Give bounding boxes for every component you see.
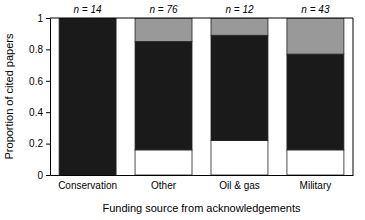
bar-segment — [59, 18, 116, 175]
axis-line — [46, 19, 51, 176]
tick-mark — [46, 18, 50, 19]
tick-mark — [46, 49, 50, 50]
tick: 0 — [37, 170, 50, 181]
tick-label: 1 — [37, 13, 43, 24]
bar-segment — [211, 18, 268, 35]
annotation: n = 14 — [74, 4, 103, 15]
tick-mark — [46, 81, 50, 82]
tick-label: Other — [151, 180, 177, 191]
tick-label: Military — [300, 180, 332, 191]
tick: Oil & gas — [219, 180, 260, 191]
tick-label: 0 — [37, 170, 43, 181]
tick-mark — [46, 112, 50, 113]
tick: 0.6 — [29, 76, 50, 87]
annotation: n = 12 — [225, 4, 254, 15]
bar-segment — [211, 35, 268, 140]
tick-label: Oil & gas — [219, 180, 260, 191]
bar-segment — [287, 54, 344, 150]
tick: Conservation — [58, 180, 117, 191]
plot: 0 0.2 0.4 0.6 0.8 1 Conservation Other Oil & gas… — [29, 13, 353, 191]
tick: Military — [300, 180, 332, 191]
bar-segment — [135, 150, 192, 175]
tick-label: 0.8 — [29, 44, 43, 55]
y-axis: 0 0.2 0.4 0.6 0.8 1 — [29, 13, 50, 181]
annotation: n = 76 — [149, 4, 178, 15]
tick-label: 0.4 — [29, 107, 43, 118]
x-axis-title: Funding source from acknowledgements — [102, 202, 301, 214]
tick-mark — [46, 144, 50, 145]
bar-segment — [135, 42, 192, 150]
tick: 0.8 — [29, 44, 50, 55]
y-axis-title: Proportion of cited papers — [3, 33, 15, 159]
tick: Other — [151, 180, 177, 191]
tick-label: 0.6 — [29, 76, 43, 87]
bar-segment — [287, 150, 344, 175]
tick: 0.2 — [29, 138, 50, 149]
frame — [353, 18, 354, 175]
tick: 0.4 — [29, 107, 50, 118]
bar-segment — [287, 18, 344, 54]
annotation: n = 43 — [301, 4, 330, 15]
tick-label: Conservation — [58, 180, 117, 191]
tick-mark — [46, 175, 50, 176]
chart: 0 0.2 0.4 0.6 0.8 1 Conservation Other Oil & gas… — [0, 0, 365, 220]
tick: 1 — [37, 13, 50, 24]
tick-label: 0.2 — [29, 138, 43, 149]
bars — [59, 18, 344, 175]
bar-segment — [211, 140, 268, 175]
frame — [50, 18, 353, 19]
axis-line — [51, 175, 354, 176]
x-axis: Conservation Other Oil & gas Military — [51, 176, 354, 192]
bar-segment — [135, 18, 192, 42]
